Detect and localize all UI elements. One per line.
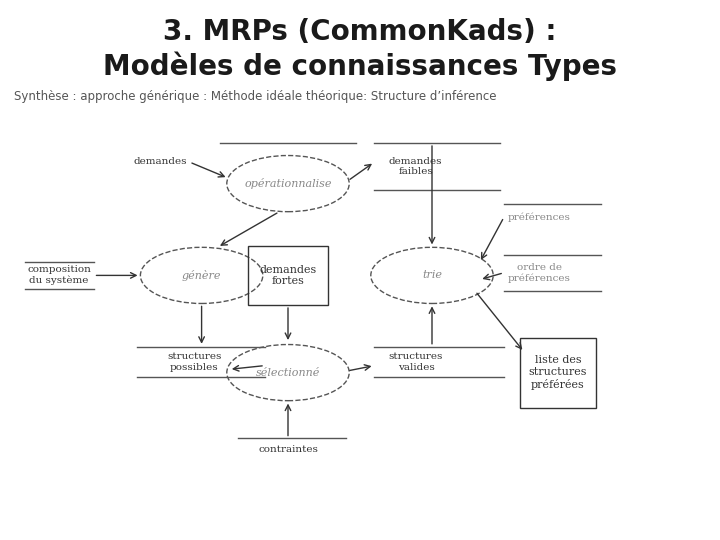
Text: Modèles de connaissances Types: Modèles de connaissances Types [103,51,617,80]
Text: 3. MRPs (CommonKads) :: 3. MRPs (CommonKads) : [163,18,557,46]
Text: Synthèse : approche générique : Méthode idéale théorique: Structure d’inférence: Synthèse : approche générique : Méthode … [14,90,497,103]
Text: génère: génère [182,270,221,281]
Text: structures
valides: structures valides [389,352,444,372]
Text: demandes: demandes [134,158,187,166]
Text: composition
du système: composition du système [27,265,91,286]
Text: trie: trie [422,271,442,280]
Text: ordre de
préférences: ordre de préférences [508,262,570,283]
Text: contraintes: contraintes [258,445,318,454]
Text: structures
possibles: structures possibles [167,352,222,372]
Text: demandes
faibles: demandes faibles [389,157,442,176]
Text: demandes
fortes: demandes fortes [259,265,317,286]
Text: sélectionné: sélectionné [256,368,320,377]
Text: liste des
structures
préférées: liste des structures préférées [528,355,588,390]
Text: préférences: préférences [508,212,570,222]
Text: opérationnalise: opérationnalise [244,178,332,189]
